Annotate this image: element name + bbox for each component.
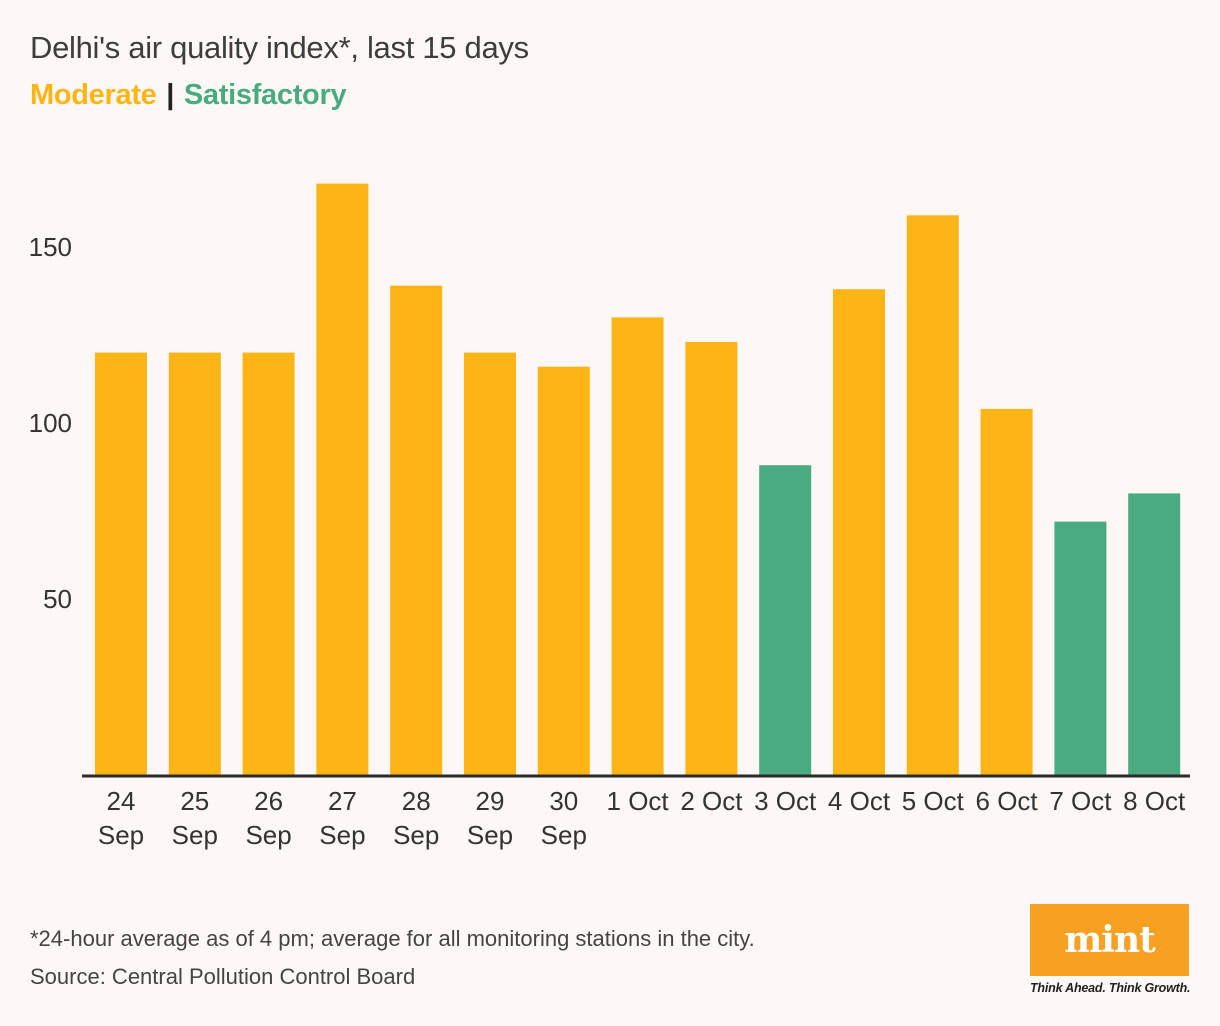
chart-title: Delhi's air quality index*, last 15 days [30, 30, 529, 65]
x-tick-label: 5 Oct [902, 786, 965, 816]
bar-moderate [316, 183, 369, 776]
x-tick-label: 1 Oct [607, 786, 670, 816]
x-tick-label: 24 Sep [98, 786, 144, 850]
bar-moderate [95, 352, 147, 775]
legend-satisfactory: Satisfactory [183, 79, 347, 111]
bar-moderate [685, 342, 738, 775]
bar-satisfactory [1054, 521, 1107, 775]
mint-logo: mint [1030, 904, 1189, 976]
source-note: Source: Central Pollution Control Board [30, 964, 416, 989]
bar-moderate [906, 215, 959, 776]
x-tick-label: 27 Sep [319, 786, 365, 850]
x-tick-label: 25 Sep [172, 786, 218, 850]
x-tick-label: 7 Oct [1049, 786, 1112, 816]
bar-moderate [168, 352, 221, 775]
x-tick-label: 6 Oct [976, 786, 1039, 816]
bar-moderate [464, 352, 516, 775]
bar-chart: 50 100 150 24 Sep 25 Sep 26 Sep 27 Sep 28 Sep 29 Sep 30… [29, 183, 1190, 850]
bar-satisfactory [759, 465, 812, 775]
logo-wordmark: mint [1064, 919, 1156, 961]
bar-moderate [611, 317, 664, 775]
x-tick-label: 2 Oct [680, 786, 743, 816]
bar-moderate [242, 352, 295, 775]
legend-moderate: Moderate [30, 79, 157, 111]
x-tick-label: 26 Sep [245, 786, 291, 850]
legend: Moderate | Satisfactory [30, 79, 347, 112]
x-tick-label: 8 Oct [1123, 786, 1186, 816]
y-tick-label: 50 [43, 584, 72, 614]
y-tick-label: 100 [29, 408, 72, 438]
bar-moderate [980, 408, 1033, 775]
x-tick-label: 4 Oct [828, 786, 891, 816]
x-tick-label: 30 Sep [541, 786, 587, 850]
legend-separator: | [166, 79, 175, 111]
footnote: *24-hour average as of 4 pm; average for… [30, 926, 755, 951]
x-tick-label: 28 Sep [393, 786, 439, 850]
y-tick-label: 150 [29, 232, 72, 262]
bar-moderate [390, 285, 443, 775]
logo-tagline: Think Ahead. Think Growth. [1030, 981, 1191, 995]
x-tick-label: 3 Oct [754, 786, 817, 816]
bar-moderate [833, 289, 885, 775]
bar-satisfactory [1128, 493, 1181, 775]
x-tick-label: 29 Sep [467, 786, 513, 850]
bar-moderate [537, 366, 590, 775]
